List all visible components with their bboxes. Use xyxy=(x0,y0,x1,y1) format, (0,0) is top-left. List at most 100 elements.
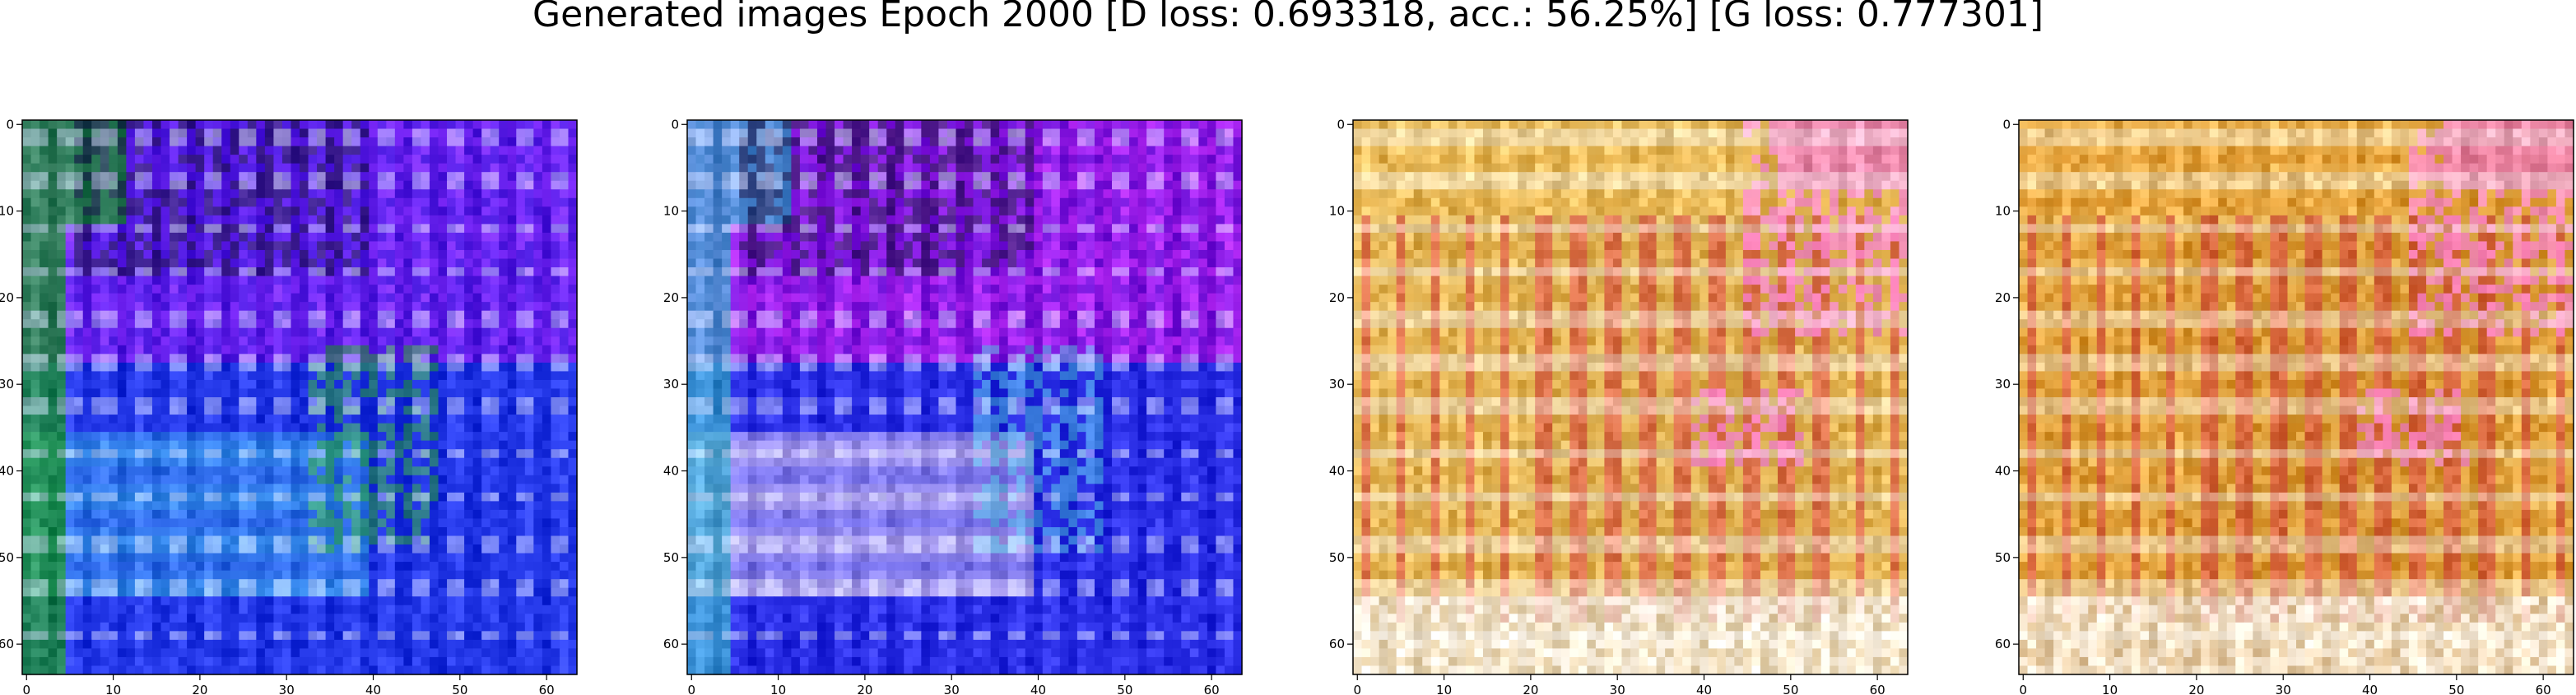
pixel xyxy=(325,397,335,407)
pixel xyxy=(109,509,119,520)
pixel xyxy=(394,405,404,415)
pixel xyxy=(403,415,413,424)
pixel xyxy=(524,224,534,234)
pixel xyxy=(134,180,145,190)
pixel xyxy=(472,526,482,537)
pixel xyxy=(695,197,705,207)
pixel xyxy=(542,614,552,623)
pixel xyxy=(300,457,309,467)
pixel xyxy=(921,146,931,155)
pixel xyxy=(170,509,179,520)
pixel xyxy=(455,622,465,632)
pixel xyxy=(30,562,40,572)
pixel xyxy=(170,172,179,182)
pixel xyxy=(551,388,560,398)
pixel xyxy=(1233,189,1243,199)
pixel xyxy=(516,146,526,155)
pixel xyxy=(1216,137,1225,147)
pixel xyxy=(447,449,457,459)
pixel xyxy=(273,197,283,207)
pixel xyxy=(40,518,49,528)
pixel xyxy=(499,276,509,285)
pixel xyxy=(999,172,1009,182)
pixel xyxy=(1155,120,1165,130)
pixel xyxy=(438,656,448,667)
pixel xyxy=(300,518,309,528)
pixel xyxy=(82,120,92,130)
pixel xyxy=(490,146,500,155)
pixel xyxy=(117,484,127,493)
pixel xyxy=(212,345,222,354)
pixel xyxy=(281,501,292,511)
pixel xyxy=(178,440,188,450)
pixel xyxy=(300,302,309,312)
pixel xyxy=(126,327,136,337)
pixel xyxy=(48,466,58,476)
pixel xyxy=(507,224,517,234)
pixel xyxy=(403,484,413,493)
pixel xyxy=(360,405,370,415)
pixel xyxy=(438,405,448,415)
pixel xyxy=(386,526,396,537)
pixel xyxy=(1181,224,1191,234)
pixel xyxy=(351,345,361,354)
pixel xyxy=(825,224,835,234)
pixel xyxy=(117,665,127,675)
pixel xyxy=(117,128,127,138)
pixel xyxy=(472,302,482,312)
pixel xyxy=(351,596,361,606)
pixel xyxy=(109,354,119,364)
pixel xyxy=(499,492,509,502)
pixel xyxy=(273,241,283,251)
pixel xyxy=(160,293,170,303)
pixel xyxy=(212,354,222,364)
pixel xyxy=(221,484,231,493)
pixel xyxy=(438,128,448,138)
pixel xyxy=(559,224,570,234)
pixel xyxy=(195,232,205,243)
pixel xyxy=(281,579,292,589)
pixel xyxy=(481,648,491,658)
pixel xyxy=(973,120,983,130)
pixel xyxy=(100,596,109,606)
pixel xyxy=(1103,120,1113,130)
pixel xyxy=(516,665,526,675)
pixel xyxy=(317,285,327,294)
pixel xyxy=(91,466,101,476)
pixel xyxy=(765,120,774,130)
pixel xyxy=(481,596,491,606)
pixel xyxy=(533,665,543,675)
pixel xyxy=(455,163,465,173)
pixel xyxy=(438,388,448,398)
pixel xyxy=(48,128,58,138)
pixel xyxy=(369,397,379,407)
pixel xyxy=(351,397,361,407)
pixel xyxy=(559,432,570,442)
pixel xyxy=(490,501,500,511)
pixel xyxy=(91,232,101,243)
pixel xyxy=(447,639,457,650)
pixel xyxy=(334,137,344,147)
pixel xyxy=(178,163,188,173)
pixel xyxy=(109,285,119,294)
pixel xyxy=(281,197,292,207)
pixel xyxy=(516,509,526,520)
pixel xyxy=(412,656,422,667)
pixel xyxy=(429,302,439,312)
pixel xyxy=(247,362,257,373)
pixel xyxy=(369,371,379,381)
pixel xyxy=(22,215,32,225)
pixel xyxy=(342,639,352,650)
pixel xyxy=(65,319,75,329)
pixel xyxy=(300,440,309,450)
pixel xyxy=(317,596,327,606)
pixel xyxy=(929,232,940,243)
pixel xyxy=(956,163,965,173)
pixel xyxy=(117,570,127,580)
pixel xyxy=(1051,120,1061,130)
pixel xyxy=(895,120,904,130)
pixel xyxy=(860,137,870,147)
pixel xyxy=(791,197,801,207)
pixel xyxy=(273,432,283,442)
pixel xyxy=(82,501,92,511)
